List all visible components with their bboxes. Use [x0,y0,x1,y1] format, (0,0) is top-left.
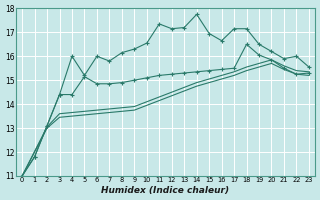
X-axis label: Humidex (Indice chaleur): Humidex (Indice chaleur) [101,186,229,195]
